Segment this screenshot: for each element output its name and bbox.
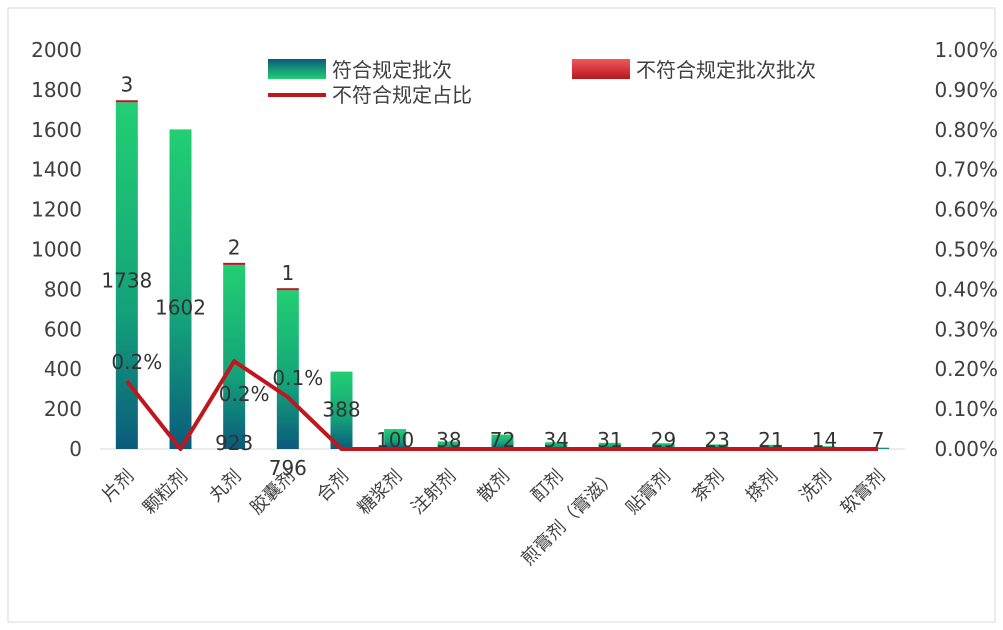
data-label-pass: 796 (269, 456, 307, 480)
bar-fail (276, 288, 299, 291)
bar-pass (223, 264, 246, 449)
bar-pass (115, 102, 138, 450)
right-tick-label: 1.00% (934, 38, 998, 62)
data-label-fail: 2 (228, 235, 241, 259)
data-label-pass: 7 (872, 428, 885, 452)
left-tick-label: 400 (44, 357, 82, 381)
data-label-pass: 29 (651, 428, 676, 452)
data-label-pass: 923 (215, 431, 253, 455)
data-label-pass: 1738 (101, 268, 152, 292)
data-label-pass: 23 (704, 428, 729, 452)
right-axis: 0.00% 0.10% 0.20% 0.30% 0.40% 0.50% 0.60% 0.70%… (934, 38, 998, 461)
right-tick-label: 0.40% (934, 277, 998, 301)
bar-pass (706, 444, 729, 449)
right-tick-label: 0.50% (934, 238, 998, 262)
right-tick-label: 0.10% (934, 397, 998, 421)
bar-fail (223, 262, 246, 265)
right-tick-label: 0.30% (934, 317, 998, 341)
bar-pass (598, 442, 621, 449)
data-label-pass: 100 (376, 428, 414, 452)
bar-pass (545, 442, 568, 449)
left-tick-label: 1400 (31, 158, 82, 182)
left-tick-label: 1800 (31, 78, 82, 102)
data-label-ratio: 0.2% (219, 382, 270, 406)
left-tick-label: 1200 (31, 198, 82, 222)
data-label-pass: 21 (758, 428, 783, 452)
bar-pass (330, 371, 353, 449)
legend-label-fail: 不符合规定批次批次 (636, 58, 816, 82)
bar-pass (759, 444, 782, 449)
right-tick-label: 0.80% (934, 118, 998, 142)
line-series (125, 359, 879, 451)
data-label-pass: 31 (597, 428, 622, 452)
data-label-fail: 3 (120, 73, 133, 97)
legend-swatch-fail (572, 59, 630, 79)
bar-pass (652, 443, 675, 449)
right-tick-label: 0.20% (934, 357, 998, 381)
data-label-ratio: 0.2% (111, 350, 162, 374)
data-label-pass: 34 (543, 428, 568, 452)
data-label-pass: 1602 (155, 295, 206, 319)
legend-label-ratio: 不符合规定占比 (332, 83, 472, 107)
left-tick-label: 200 (44, 397, 82, 421)
bars (115, 100, 890, 450)
data-label-pass: 38 (436, 428, 461, 452)
right-tick-label: 0.00% (934, 437, 998, 461)
bar-fail (115, 100, 138, 103)
left-tick-label: 0 (69, 437, 82, 461)
data-label-pass: 72 (490, 428, 515, 452)
left-tick-label: 2000 (31, 38, 82, 62)
ratio-line (125, 359, 879, 451)
right-tick-label: 0.60% (934, 198, 998, 222)
bar-pass (437, 441, 460, 449)
bar-pass (384, 429, 407, 449)
bar-pass (169, 129, 192, 449)
bar-pass (491, 434, 514, 449)
right-tick-label: 0.90% (934, 78, 998, 102)
left-tick-label: 600 (44, 317, 82, 341)
legend: 符合规定批次 不符合规定批次批次 不符合规定占比 (268, 58, 816, 107)
left-tick-label: 800 (44, 277, 82, 301)
legend-swatch-pass (268, 59, 326, 79)
bar-pass (276, 290, 299, 449)
legend-label-pass: 符合规定批次 (332, 58, 452, 82)
right-tick-label: 0.70% (934, 158, 998, 182)
data-label-pass: 388 (322, 398, 360, 422)
data-label-fail: 1 (281, 261, 294, 285)
left-tick-label: 1000 (31, 238, 82, 262)
left-axis: 0 200 400 600 800 1000 1200 1400 1600 1800 2000 (31, 38, 82, 461)
data-label-ratio: 0.1% (272, 366, 323, 390)
left-tick-label: 1600 (31, 118, 82, 142)
data-label-pass: 14 (812, 428, 837, 452)
